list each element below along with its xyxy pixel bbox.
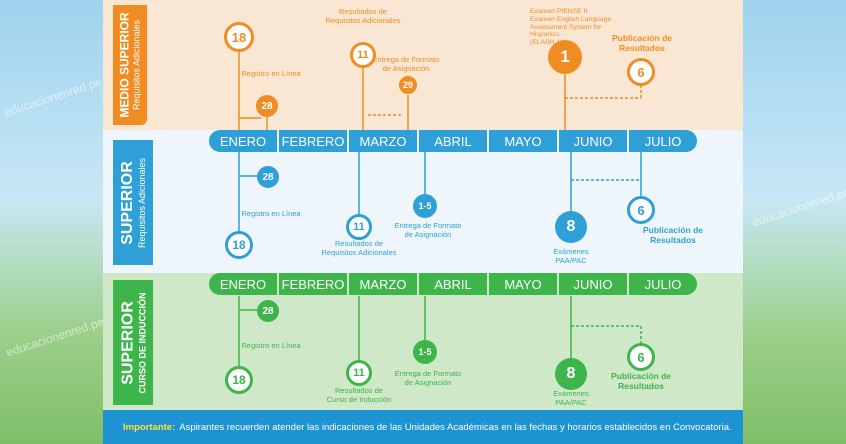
event-label: Entrega de Formato de Asignación — [372, 55, 440, 73]
event-label: Resultados de Curso de Inducción — [326, 386, 392, 404]
exam-line: Examen English Language — [530, 15, 612, 23]
date-circle: 28 — [257, 166, 279, 188]
event-label: Publicación de Resultados — [643, 225, 703, 245]
month-bar-blue: ENERO FEBRERO MARZO ABRIL MAYO JUNIO JUL… — [209, 130, 699, 152]
date-circle: 18 — [225, 366, 253, 394]
date-circle: 6 — [627, 58, 655, 86]
event-label: Publicación de Resultados — [612, 33, 672, 53]
event-label: Resultados de Requisitos Adicionales — [325, 7, 401, 25]
exam-label: Examen PIENSE II Examen English Language… — [530, 8, 630, 47]
month-julio: JULIO — [629, 273, 697, 295]
date-circle: 8 — [555, 358, 587, 390]
date-circle: 1-5 — [413, 340, 437, 364]
date-circle: 11 — [346, 214, 372, 240]
footer-text: Aspirantes recuerden atender las indicac… — [179, 421, 732, 433]
date-circle: 8 — [555, 211, 587, 243]
month-julio: JULIO — [629, 130, 697, 152]
month-abril: ABRIL — [419, 273, 487, 295]
month-junio: JUNIO — [559, 130, 627, 152]
event-label: Exámenes PAA/PAC — [553, 389, 589, 407]
month-mayo: MAYO — [489, 273, 557, 295]
event-label: Entrega de Formato de Asignación — [394, 369, 462, 387]
date-circle: 11 — [350, 42, 376, 68]
month-marzo: MARZO — [349, 273, 417, 295]
event-label: Resultados de Requisitos Adicionales — [321, 239, 397, 257]
important-label: Importante: — [123, 421, 176, 433]
date-circle: 6 — [627, 343, 655, 371]
month-junio: JUNIO — [559, 273, 627, 295]
exam-line: (ELASH 1) — [530, 39, 563, 47]
exam-line: Examen PIENSE II — [530, 8, 588, 15]
date-circle: 1 — [548, 40, 582, 74]
month-febrero: FEBRERO — [279, 130, 347, 152]
date-circle: 29 — [399, 76, 417, 94]
month-bar-green: ENERO FEBRERO MARZO ABRIL MAYO JUNIO JUL… — [209, 273, 699, 295]
month-marzo: MARZO — [349, 130, 417, 152]
date-circle: 11 — [346, 360, 372, 386]
medio-superior-tab: MEDIO SUPERIOR Requisitos Adicionales — [113, 5, 147, 125]
date-circle: 28 — [256, 95, 278, 117]
superior-requisitos-tab: SUPERIOR Requisitos Adicionales — [113, 140, 153, 265]
month-enero: ENERO — [209, 130, 277, 152]
month-mayo: MAYO — [489, 130, 557, 152]
event-label: Publicación de Resultados — [611, 371, 671, 391]
event-label: Registro en Línea — [241, 341, 301, 350]
event-label: Registro en Línea — [241, 69, 301, 78]
superior-curso-tab: SUPERIOR CURSO DE INDUCCIÓN — [113, 280, 153, 405]
date-circle: 28 — [257, 300, 279, 322]
watermark: educacionenred.pe — [2, 74, 104, 120]
month-abril: ABRIL — [419, 130, 487, 152]
event-label: Entrega de Formato de Asignación — [394, 221, 462, 239]
date-circle: 18 — [225, 231, 253, 259]
date-circle: 18 — [224, 22, 254, 52]
date-circle: 1-5 — [413, 194, 437, 218]
event-label: Exámenes PAA/PAC — [553, 247, 589, 265]
date-circle: 6 — [627, 196, 655, 224]
calendar-poster: MEDIO SUPERIOR Requisitos Adicionales SU… — [103, 0, 743, 444]
event-label: Registro en Línea — [241, 209, 301, 218]
footer-note: Importante: Aspirantes recuerden atender… — [103, 410, 743, 444]
timeline-connectors — [238, 50, 642, 368]
watermark: educacionenred.pe — [750, 184, 846, 230]
month-febrero: FEBRERO — [279, 273, 347, 295]
watermark: educacionenred.pe — [4, 314, 106, 360]
month-enero: ENERO — [209, 273, 277, 295]
exam-line: Assessment System for Hispanics — [530, 23, 602, 39]
